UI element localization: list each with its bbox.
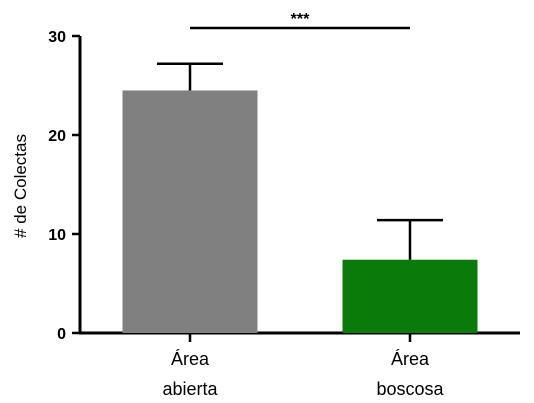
significance-label: *** bbox=[291, 11, 310, 28]
y-tick-label: 20 bbox=[48, 128, 66, 145]
x-tick-label: Área boscosa bbox=[376, 349, 444, 399]
x-tick-labels: Área abierta Área boscosa bbox=[162, 333, 445, 399]
y-axis-label: # de Colectas bbox=[11, 134, 30, 238]
bars bbox=[122, 90, 478, 333]
y-tick-label: 30 bbox=[48, 29, 66, 46]
bar-1 bbox=[122, 90, 258, 333]
y-tick-label: 10 bbox=[48, 227, 66, 244]
y-ticks: 0 10 20 30 bbox=[48, 29, 80, 343]
y-tick-label: 0 bbox=[57, 326, 66, 343]
bar-2 bbox=[342, 259, 478, 333]
x-tick-label: Área abierta bbox=[162, 349, 218, 399]
error-bars bbox=[157, 62, 443, 260]
